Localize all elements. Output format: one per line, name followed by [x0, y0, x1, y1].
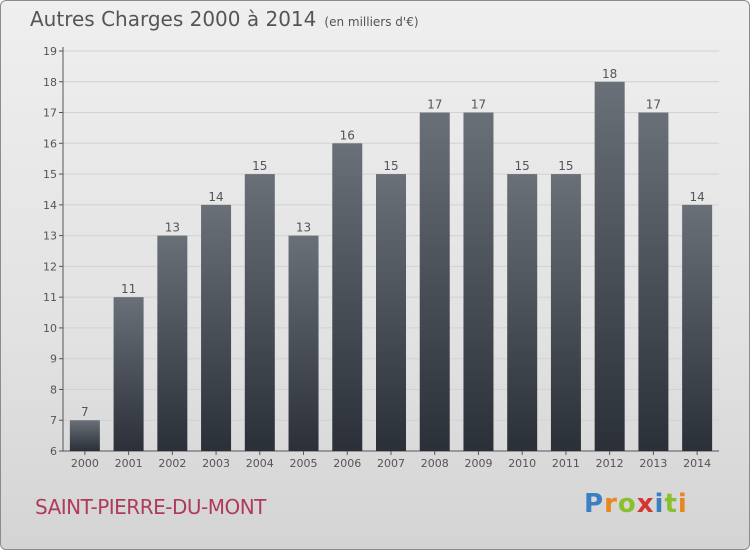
- x-tick-label-2008: 2008: [421, 457, 449, 470]
- data-label-2003: 14: [208, 190, 223, 204]
- y-tick-label: 15: [43, 168, 57, 181]
- bar-2004: [244, 174, 275, 452]
- y-tick-label: 10: [43, 322, 57, 335]
- bar-2010: [507, 174, 538, 452]
- data-label-2013: 17: [646, 98, 661, 112]
- y-tick-label: 12: [43, 260, 57, 273]
- logo-letter: t: [664, 489, 678, 519]
- data-label-2009: 17: [471, 98, 486, 112]
- y-tick-label: 16: [43, 137, 57, 150]
- data-label-2006: 16: [340, 128, 355, 142]
- bar-2013: [638, 112, 669, 452]
- data-label-2005: 13: [296, 221, 311, 235]
- y-tick-label: 11: [43, 291, 57, 304]
- data-label-2001: 11: [121, 282, 136, 296]
- data-label-2002: 13: [165, 221, 180, 235]
- y-tick-label: 7: [50, 414, 57, 427]
- y-tick-label: 14: [43, 199, 57, 212]
- x-tick-label-2006: 2006: [333, 457, 361, 470]
- x-tick-label-2014: 2014: [683, 457, 711, 470]
- data-label-2004: 15: [252, 159, 267, 173]
- bar-2007: [376, 174, 406, 452]
- x-tick-label-2011: 2011: [552, 457, 580, 470]
- bar-2009: [463, 112, 494, 452]
- data-label-2000: 7: [81, 405, 89, 419]
- bar-2014: [682, 204, 713, 451]
- bar-2012: [594, 81, 625, 452]
- y-tick-label: 19: [43, 45, 57, 58]
- bar-2006: [332, 143, 363, 452]
- x-tick-label-2000: 2000: [71, 457, 99, 470]
- x-tick-label-2012: 2012: [596, 457, 624, 470]
- chart-title: Autres Charges 2000 à 2014: [30, 7, 317, 31]
- proxiti-logo: Proxiti: [584, 489, 688, 519]
- x-tick-label-2010: 2010: [508, 457, 536, 470]
- bar-2000: [69, 420, 100, 451]
- data-label-2014: 14: [689, 190, 704, 204]
- bar-2005: [288, 235, 319, 451]
- x-tick-label-2001: 2001: [115, 457, 143, 470]
- logo-letter: P: [584, 489, 605, 519]
- data-label-2008: 17: [427, 98, 442, 112]
- logo-letter: r: [604, 489, 618, 519]
- x-tick-label-2013: 2013: [639, 457, 667, 470]
- y-tick-label: 13: [43, 230, 57, 243]
- logo-letter: i: [677, 489, 688, 519]
- bar-2001: [113, 297, 144, 451]
- logo-letter: i: [654, 489, 665, 519]
- logo-letter: x: [636, 489, 655, 519]
- bar-2003: [201, 204, 232, 451]
- data-label-2007: 15: [383, 159, 398, 173]
- commune-name: SAINT-PIERRE-DU-MONT: [35, 495, 266, 519]
- bar-2002: [157, 235, 188, 451]
- y-tick-label: 17: [43, 107, 57, 120]
- y-tick-label: 8: [50, 383, 57, 396]
- data-label-2011: 15: [558, 159, 573, 173]
- x-tick-label-2005: 2005: [290, 457, 318, 470]
- x-tick-label-2009: 2009: [464, 457, 492, 470]
- data-label-2010: 15: [515, 159, 530, 173]
- bar-2011: [550, 174, 581, 452]
- x-tick-label-2004: 2004: [246, 457, 274, 470]
- logo-letter: o: [617, 489, 637, 519]
- data-label-2012: 18: [602, 67, 617, 81]
- x-tick-label-2002: 2002: [158, 457, 186, 470]
- bar-2008: [419, 112, 450, 452]
- y-tick-label: 9: [50, 353, 57, 366]
- y-tick-label: 6: [50, 445, 57, 458]
- chart-unit-label: (en milliers d'€): [324, 15, 419, 29]
- y-tick-label: 18: [43, 76, 57, 89]
- x-tick-label-2003: 2003: [202, 457, 230, 470]
- x-tick-label-2007: 2007: [377, 457, 405, 470]
- chart-title-block: Autres Charges 2000 à 2014 (en milliers d…: [30, 7, 419, 31]
